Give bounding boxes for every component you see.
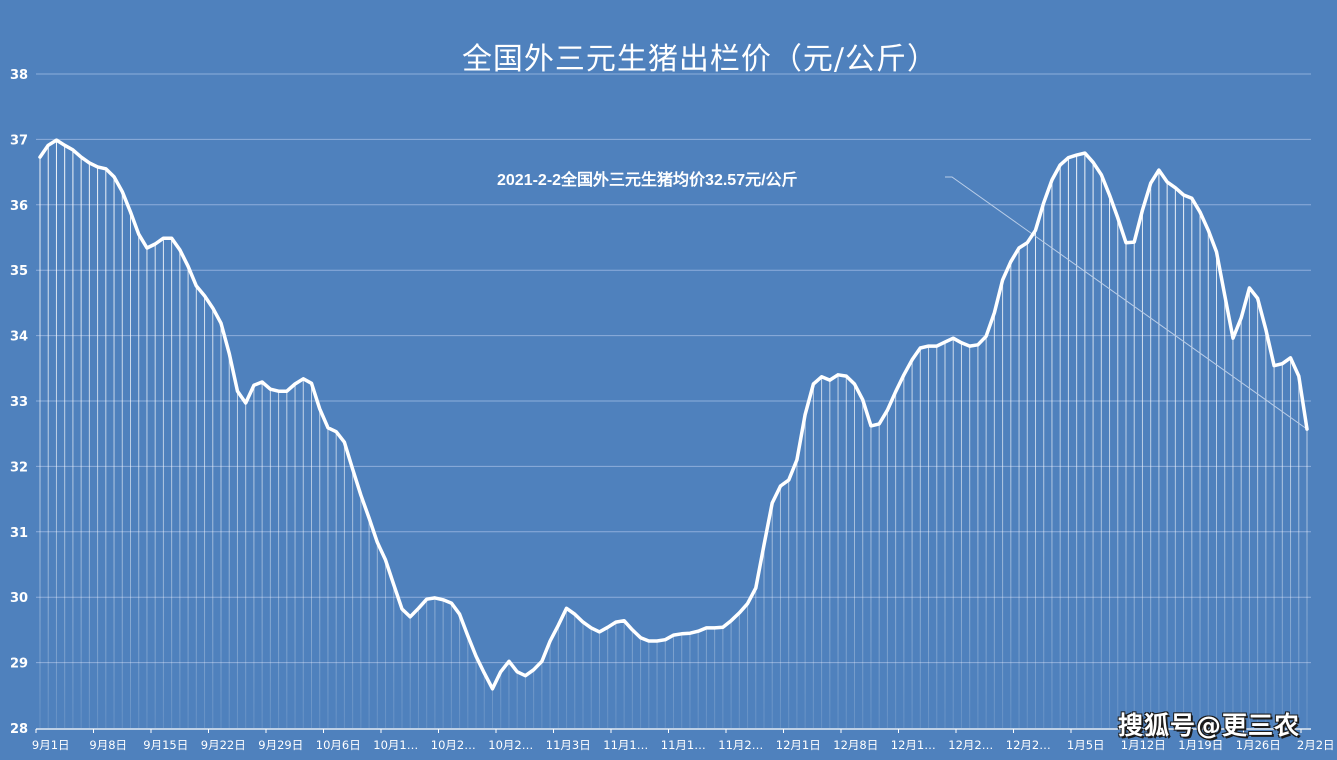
x-tick-label: 9月8日 [89, 738, 127, 752]
y-tick-label: 37 [10, 133, 28, 148]
x-tick-label: 2月2日 [1297, 738, 1335, 752]
x-tick-label: 12月2… [1006, 738, 1051, 752]
y-tick-label: 31 [10, 526, 28, 541]
y-tick-label: 34 [10, 330, 28, 345]
y-tick-label: 38 [10, 68, 28, 83]
drop-lines [39, 140, 1308, 728]
watermark: 搜狐号@更三农 [1118, 711, 1301, 740]
x-tick-label: 1月19日 [1178, 738, 1223, 752]
annotation-leader-line [945, 176, 1308, 430]
x-tick-label: 1月12日 [1121, 738, 1166, 752]
y-tick-label: 33 [10, 395, 28, 410]
x-tick-label: 1月5日 [1067, 738, 1105, 752]
x-tick-label: 12月1日 [776, 738, 821, 752]
y-tick-label: 30 [10, 591, 28, 606]
x-tick-label: 12月2… [948, 738, 993, 752]
price-annotation: 2021-2-2全国外三元生猪均价32.57元/公斤 [497, 172, 798, 189]
y-tick-label: 28 [10, 722, 28, 737]
x-tick-label: 11月1… [661, 738, 706, 752]
x-tick-label: 12月1… [891, 738, 936, 752]
x-tick-label: 11月1… [603, 738, 648, 752]
x-tick-label: 9月1日 [32, 738, 70, 752]
x-tick-label: 10月2… [488, 738, 533, 752]
x-tick-label: 10月6日 [316, 738, 361, 752]
x-tick-label: 9月29日 [258, 738, 303, 752]
y-tick-label: 32 [10, 460, 28, 475]
x-tick-label: 9月15日 [143, 738, 188, 752]
x-tick-label: 11月2… [718, 738, 763, 752]
x-tick-label: 10月1… [373, 738, 418, 752]
x-tick-label: 10月2… [431, 738, 476, 752]
price-line-series [38, 138, 1309, 691]
x-tick-label: 9月22日 [201, 738, 246, 752]
x-tick-label: 1月26日 [1236, 738, 1281, 752]
chart-title: 全国外三元生猪出栏价（元/公斤） [461, 42, 939, 77]
y-tick-label: 36 [10, 199, 28, 214]
y-tick-label: 35 [10, 264, 28, 279]
x-axis: 9月1日 9月8日 9月15日 9月22日 9月29日 10月6日 10月1… 10月2… 10… [32, 728, 1335, 752]
y-tick-label: 29 [10, 657, 28, 672]
y-axis: 28 29 30 31 32 33 34 35 36 37 38 [10, 68, 28, 737]
x-tick-label: 12月8日 [833, 738, 878, 752]
gridlines [36, 73, 1311, 664]
x-tick-label: 11月3日 [546, 738, 591, 752]
